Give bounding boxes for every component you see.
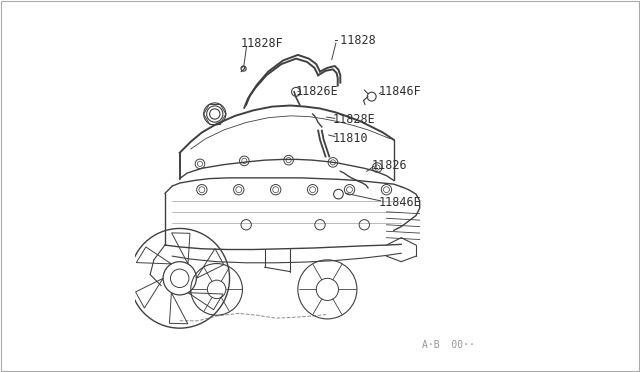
Text: A·B  00··: A·B 00·· (422, 340, 475, 350)
Text: 11810: 11810 (333, 131, 369, 144)
Text: 11846F: 11846F (379, 85, 422, 98)
Text: 11846E: 11846E (379, 196, 422, 209)
Text: 11826E: 11826E (296, 85, 339, 98)
Text: 11826: 11826 (372, 159, 407, 172)
Text: 11828F: 11828F (241, 37, 284, 50)
Text: -11828: -11828 (333, 33, 376, 46)
Text: 11828E: 11828E (333, 113, 376, 126)
